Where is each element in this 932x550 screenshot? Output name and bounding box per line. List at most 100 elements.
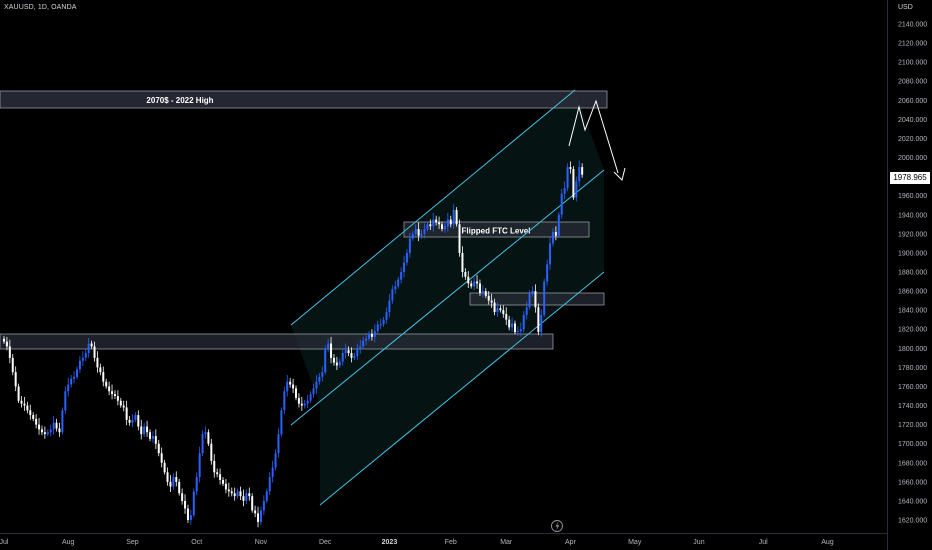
channel-middle-line — [290, 169, 605, 426]
candle — [90, 340, 93, 349]
candle — [23, 396, 26, 411]
symbol-title: XAUUSD, 1D, OANDA — [4, 4, 77, 11]
candle — [572, 166, 575, 200]
arrow-head-icon — [613, 167, 626, 181]
candle — [227, 482, 230, 497]
price-tick-label: 2140.000 — [898, 22, 927, 29]
channel-upper-line — [290, 89, 576, 326]
candle — [210, 438, 213, 465]
candle — [84, 349, 87, 361]
candle — [55, 418, 58, 432]
candle — [411, 230, 414, 241]
candle — [426, 221, 429, 232]
candle — [473, 276, 476, 291]
candle — [17, 383, 20, 404]
projection-path[interactable] — [568, 99, 626, 181]
price-tick-label: 1940.000 — [898, 212, 927, 219]
candle — [537, 303, 540, 336]
candle — [239, 486, 242, 500]
candle — [242, 489, 245, 507]
lightning-icon[interactable] — [551, 520, 563, 532]
candle — [519, 322, 522, 337]
candles-group — [3, 160, 584, 528]
candle — [151, 431, 154, 443]
candle — [192, 488, 195, 518]
ftc-zone[interactable]: Flipped FTC Level — [403, 221, 590, 238]
candle — [108, 381, 111, 396]
candle — [344, 343, 347, 359]
upper-channel-fill — [291, 90, 604, 405]
candle — [478, 279, 481, 297]
candle — [195, 472, 198, 496]
candle — [330, 336, 333, 364]
candle — [350, 347, 353, 363]
candle — [29, 404, 32, 420]
price-tick-label: 1740.000 — [898, 403, 927, 410]
time-tick-label: Sep — [126, 539, 139, 546]
candle — [449, 215, 452, 228]
candle — [490, 293, 493, 308]
price-tick-label: 1840.000 — [898, 308, 927, 315]
candle — [560, 189, 563, 219]
candle — [420, 230, 423, 239]
candle — [163, 459, 166, 475]
candle — [280, 407, 283, 437]
resistance-zone-2070[interactable]: 2070$ - 2022 High — [0, 90, 608, 109]
candle — [292, 378, 295, 393]
candle — [233, 487, 236, 501]
time-tick-label: Jul — [759, 539, 768, 546]
candle — [318, 373, 321, 385]
time-tick-label: Aug — [821, 539, 834, 546]
candle — [306, 395, 309, 409]
candle — [224, 478, 227, 494]
candle — [324, 345, 327, 375]
candle — [312, 383, 315, 398]
price-tick-label: 2020.000 — [898, 136, 927, 143]
candle — [43, 426, 46, 439]
support-zone-1860[interactable] — [469, 292, 605, 306]
support-zone-1805[interactable] — [0, 333, 554, 350]
candle — [467, 271, 470, 289]
price-tick-label: 1780.000 — [898, 365, 927, 372]
candle — [516, 326, 519, 336]
candle — [423, 223, 426, 239]
price-tick-label: 1860.000 — [898, 289, 927, 296]
candle — [230, 487, 233, 497]
candle — [578, 160, 581, 187]
candle — [213, 454, 216, 478]
time-axis[interactable]: Jul Aug Sep Oct Nov Dec 2023 Feb Mar Apr May Jun Jul… — [0, 539, 834, 546]
candle — [64, 386, 67, 415]
candle — [105, 378, 108, 389]
candle — [119, 397, 122, 408]
price-tick-label: 2040.000 — [898, 117, 927, 124]
candle — [496, 302, 499, 317]
candle — [341, 348, 344, 366]
parallel-channel[interactable] — [290, 89, 605, 506]
candle — [58, 422, 61, 437]
time-tick-label: Mar — [500, 539, 513, 546]
candle — [429, 219, 432, 231]
time-tick-label: Oct — [191, 539, 202, 546]
candle — [102, 366, 105, 387]
candle — [116, 390, 119, 406]
candle — [394, 280, 397, 294]
candle — [268, 472, 271, 496]
price-tick-label: 1900.000 — [898, 250, 927, 257]
time-tick-label: Dec — [319, 539, 332, 546]
candle — [131, 414, 134, 428]
candle — [251, 493, 254, 513]
axis-frame — [0, 0, 888, 550]
candle — [335, 356, 338, 371]
candle — [438, 216, 441, 229]
candle — [356, 343, 359, 360]
candle — [414, 224, 417, 238]
candle — [178, 478, 181, 496]
candle — [376, 320, 379, 335]
candle — [125, 400, 128, 426]
candle — [368, 331, 370, 342]
candle — [222, 477, 224, 487]
price-axis[interactable]: 1620.000 1640.000 1660.000 1680.000 1700.000… — [898, 22, 927, 525]
candle — [388, 293, 391, 318]
candle — [78, 355, 81, 374]
